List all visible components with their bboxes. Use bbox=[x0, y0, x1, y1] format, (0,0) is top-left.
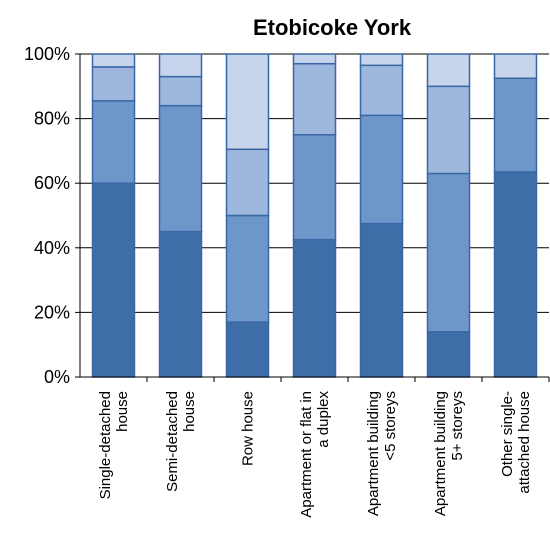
y-tick-label: 80% bbox=[34, 109, 70, 129]
bar-segment bbox=[158, 104, 203, 233]
bar-segment bbox=[91, 182, 136, 378]
bar-segment bbox=[292, 53, 337, 65]
x-tick-label-line: house bbox=[181, 391, 198, 432]
x-tick-label: Apartment building 5+ storeys bbox=[432, 391, 466, 516]
bar-segment bbox=[158, 75, 203, 107]
bar-segment bbox=[91, 66, 136, 102]
bar-segment bbox=[292, 62, 337, 136]
x-tick-label-line: Apartment building bbox=[365, 391, 382, 516]
x-tick-label-line: Other single- bbox=[499, 391, 516, 477]
bar-segment bbox=[426, 53, 471, 88]
bar-segment bbox=[91, 53, 136, 68]
bar-segment bbox=[359, 114, 404, 225]
bar-segment bbox=[225, 53, 270, 151]
x-tick-label-line: Semi-detached bbox=[164, 391, 181, 492]
bar-segment bbox=[225, 321, 270, 378]
x-tick-label: Apartment building <5 storeys bbox=[365, 391, 399, 516]
bar-segment bbox=[91, 100, 136, 184]
bar-segment bbox=[426, 331, 471, 378]
x-tick-label-line: attached house bbox=[516, 391, 533, 494]
x-tick-label: Row house bbox=[240, 391, 257, 466]
y-tick-label: 100% bbox=[24, 44, 70, 64]
chart-title: Etobicoke York bbox=[253, 15, 412, 40]
x-tick-label: Single-detached house bbox=[97, 391, 131, 499]
y-axis: 0% 20% 40% 60% 80% 100% bbox=[24, 44, 81, 387]
y-tick-label: 0% bbox=[44, 367, 70, 387]
x-tick-label-line: Apartment or flat in bbox=[298, 391, 315, 518]
bar-segment bbox=[493, 77, 538, 173]
x-tick-label: Semi-detached house bbox=[164, 391, 198, 492]
bar-segment bbox=[359, 53, 404, 67]
x-tick-label-line: Single-detached bbox=[97, 391, 114, 499]
bar-segment bbox=[158, 53, 203, 78]
x-tick-label-line: 5+ storeys bbox=[449, 391, 466, 461]
x-tick-label-line: Row house bbox=[240, 391, 257, 466]
y-tick-label: 20% bbox=[34, 302, 70, 322]
bar-segment bbox=[158, 230, 203, 378]
bar-segment bbox=[225, 214, 270, 323]
bar-segment bbox=[426, 85, 471, 175]
bar-segment bbox=[292, 238, 337, 378]
bar-segment bbox=[359, 64, 404, 117]
y-tick-label: 40% bbox=[34, 238, 70, 258]
x-tick-label: Other single-attached house bbox=[499, 391, 533, 494]
bar-segment bbox=[292, 134, 337, 241]
bar-segment bbox=[426, 172, 471, 333]
y-tick-label: 60% bbox=[34, 173, 70, 193]
bars bbox=[91, 53, 538, 378]
bar-segment bbox=[493, 171, 538, 378]
x-tick-label-line: <5 storeys bbox=[382, 391, 399, 461]
x-tick-label-line: Apartment building bbox=[432, 391, 449, 516]
x-tick-label-line: a duplex bbox=[315, 391, 332, 448]
x-tick-label: Apartment or flat in a duplex bbox=[298, 391, 332, 518]
bar-segment bbox=[225, 148, 270, 217]
bar-segment bbox=[359, 222, 404, 378]
bar-segment bbox=[493, 53, 538, 79]
x-axis: Single-detached house Semi-detached house Ro… bbox=[80, 376, 550, 518]
x-tick-label-line: house bbox=[114, 391, 131, 432]
